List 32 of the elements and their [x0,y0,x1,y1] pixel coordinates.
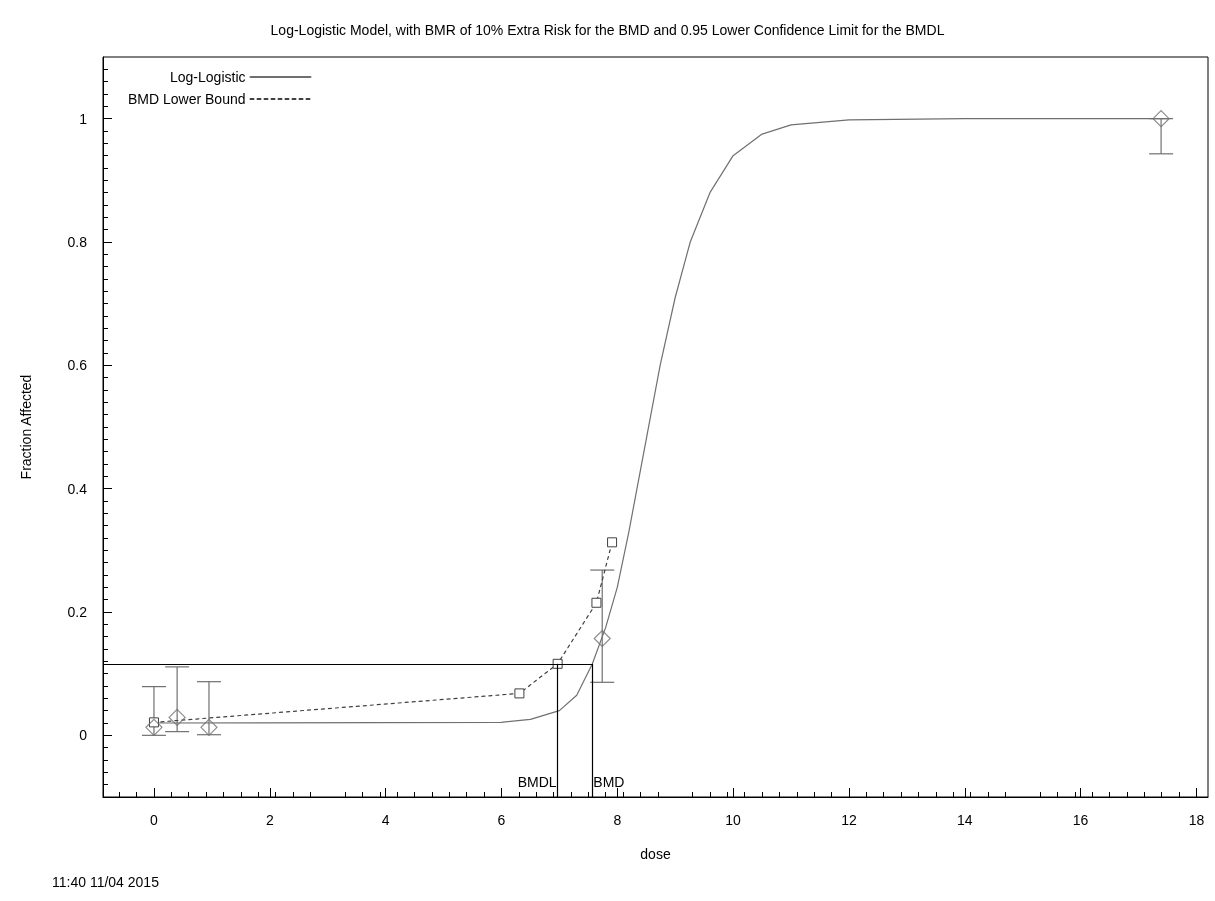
x-tick-label: 2 [265,812,274,828]
y-tick-label: 0 [79,727,88,744]
text: 11:40 11/04 2015 [52,874,160,890]
y-tick-label: 0.8 [67,234,88,250]
point [200,718,218,736]
point [1152,110,1170,128]
y-tick-label: 0.2 [67,604,88,620]
x-tick-label: 4 [381,812,390,828]
y-tick-label: 1 [79,110,88,127]
point [168,708,186,727]
x-tick-label: 6 [497,812,506,828]
point [593,629,611,648]
legend-label: BMD Lower Bound [127,91,246,107]
x-tick-label: 14 [956,812,973,828]
x-tick-label: 18 [1188,812,1205,828]
point [591,597,602,608]
point [145,718,163,736]
legend-label: Log-Logistic [170,69,246,85]
point [514,688,525,699]
x-tick-label: 12 [841,812,857,828]
x-tick-label: 16 [1072,812,1089,828]
ref-line-label: BMD [593,774,625,790]
y-tick-label: 0.6 [67,357,88,374]
y-axis-title: Fraction Affected [18,374,34,480]
ref-line-label: BMDL [517,774,557,790]
y-tick-label: 0.4 [67,480,88,497]
x-tick-label: 0 [150,812,159,828]
chart-title: Log-Logistic Model, with BMR of 10% Extra Risk for the BMD and 0.95 Lower Confidence Limit for the BMDL [270,22,945,38]
x-axis-title: dose [640,846,671,862]
x-tick-label: 10 [725,812,742,828]
x-tick-label: 8 [613,812,622,828]
point [607,537,618,548]
